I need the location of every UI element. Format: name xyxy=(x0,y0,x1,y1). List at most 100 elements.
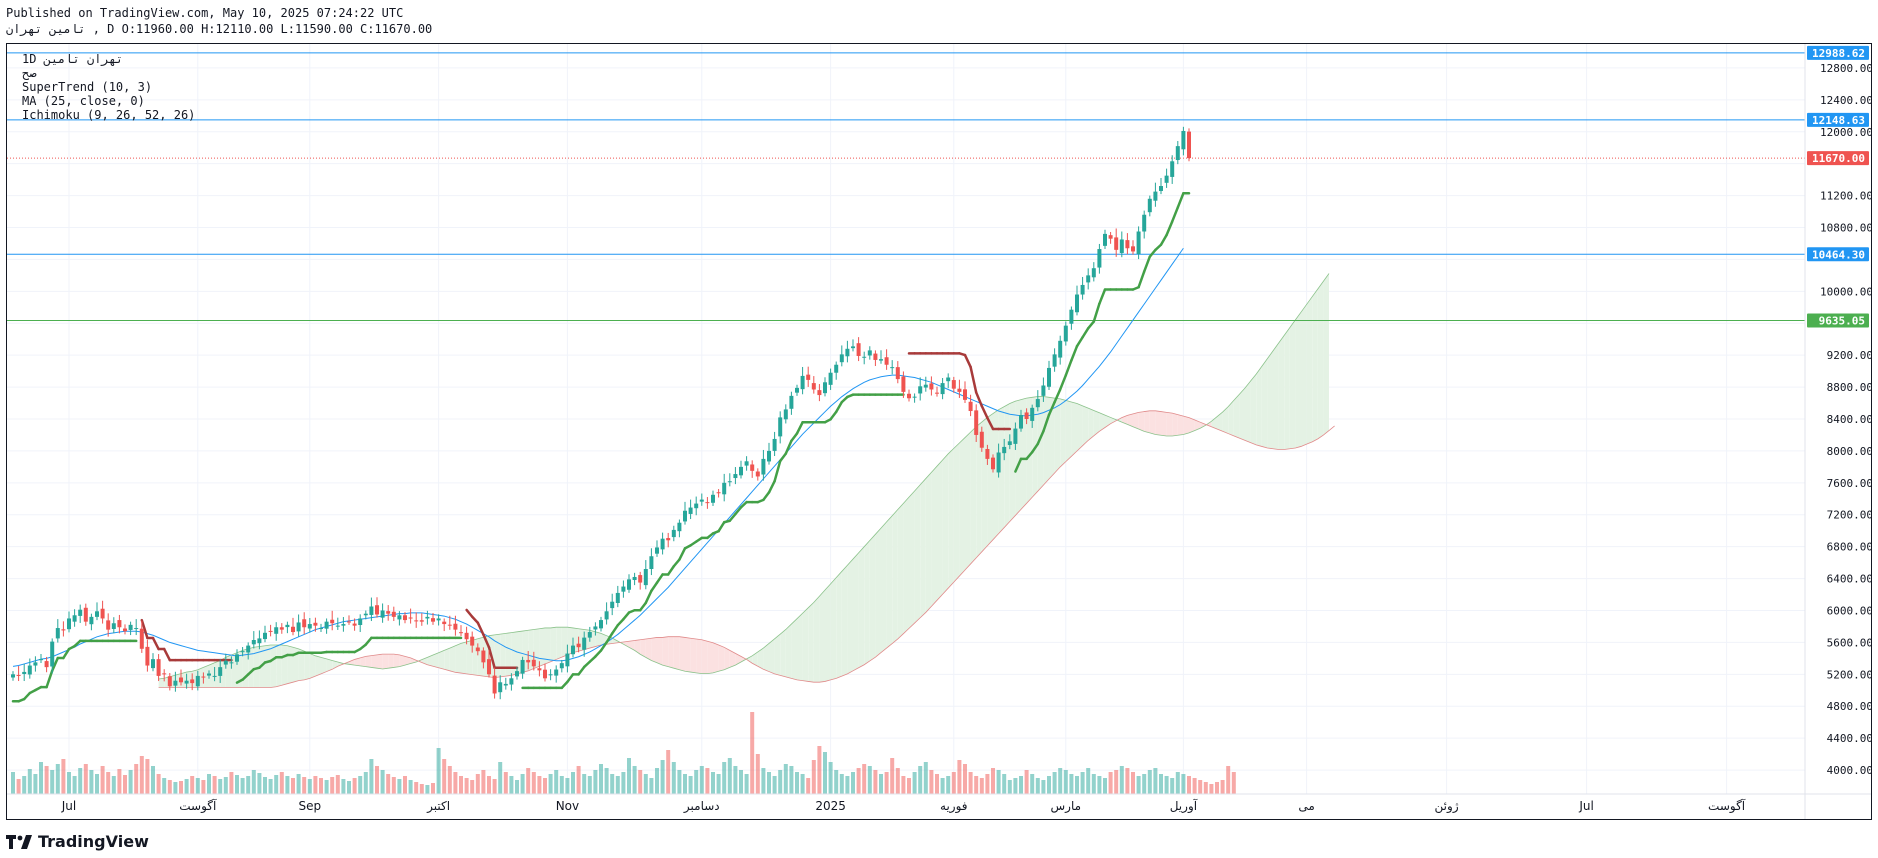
candle-body xyxy=(968,401,973,412)
cloud-segment xyxy=(304,651,310,680)
candle-body xyxy=(963,389,967,400)
volume-bar xyxy=(459,776,463,794)
cloud-segment xyxy=(948,448,954,589)
volume-bar xyxy=(1080,772,1085,794)
cloud-segment xyxy=(763,643,769,672)
cloud-segment xyxy=(1071,401,1077,457)
cloud-segment xyxy=(1110,417,1117,424)
volume-bar xyxy=(285,776,290,794)
volume-bar xyxy=(50,770,55,794)
volume-bar xyxy=(515,780,519,794)
volume-bar xyxy=(677,770,682,794)
legend-ichimoku[interactable]: Ichimoku (9, 26, 52, 26) xyxy=(22,108,196,122)
cloud-segment xyxy=(433,652,439,668)
volume-bar xyxy=(727,758,732,794)
candle-body xyxy=(946,377,951,382)
cloud-segment xyxy=(1172,413,1178,437)
volume-bar xyxy=(1203,782,1208,794)
supertrend-segment xyxy=(622,611,631,621)
volume-bar xyxy=(851,772,855,794)
candle-body xyxy=(442,621,447,625)
volume-bar xyxy=(414,782,419,794)
volume-bar xyxy=(425,785,430,794)
candle-body xyxy=(755,471,760,477)
candle-body xyxy=(957,388,962,392)
candle-body xyxy=(111,623,116,629)
volume-bar xyxy=(800,774,805,794)
cloud-segment xyxy=(550,627,557,662)
volume-bar xyxy=(1024,770,1029,794)
volume-bar xyxy=(1114,770,1119,794)
level-badge-bg xyxy=(1807,45,1869,60)
volume-bar xyxy=(761,768,766,794)
candle-body xyxy=(503,683,508,686)
candle-body xyxy=(145,646,150,666)
candle-body xyxy=(11,674,15,678)
candle-body xyxy=(806,374,811,380)
volume-bar xyxy=(111,776,116,794)
cloud-segment xyxy=(371,654,377,669)
cloud-segment xyxy=(332,660,338,670)
candle-body xyxy=(1136,231,1141,254)
volume-bar xyxy=(22,776,27,794)
candle-body xyxy=(447,624,452,626)
candle-body xyxy=(106,620,111,630)
cloud-segment xyxy=(696,638,702,674)
cloud-segment xyxy=(561,627,568,658)
candle-body xyxy=(1013,428,1018,444)
candle-body xyxy=(767,450,771,462)
volume-bar xyxy=(1103,778,1107,794)
volume-bar xyxy=(789,766,794,794)
candle-body xyxy=(1075,294,1079,313)
price-tick-label: 10000.00 xyxy=(1820,285,1871,298)
cloud-segment xyxy=(813,596,820,683)
volume-bar xyxy=(582,774,587,794)
candle-body xyxy=(1187,131,1191,159)
chart-frame[interactable]: 12800.00 12400.00 12000.00 11200.00 10800.00… xyxy=(6,43,1872,820)
supertrend-segment xyxy=(1064,359,1073,377)
cloud-segment xyxy=(1261,358,1268,448)
supertrend-segment xyxy=(1176,192,1185,209)
candle-body xyxy=(78,609,83,616)
volume-bar xyxy=(823,752,827,794)
time-tick-label: فوریه xyxy=(940,799,968,814)
volume-bar xyxy=(879,774,883,794)
volume-bar xyxy=(671,762,676,794)
volume-bar xyxy=(173,782,178,794)
cloud-segment xyxy=(685,637,691,673)
candle-body xyxy=(1181,130,1186,150)
cloud-segment xyxy=(920,478,926,618)
price-tick-label: 4400.00 xyxy=(1827,732,1871,745)
candle-body xyxy=(996,452,1001,473)
candle-body xyxy=(347,621,351,623)
time-tick-label: آگوست xyxy=(1708,798,1746,814)
volume-bar xyxy=(408,780,413,794)
volume-bar xyxy=(935,774,939,794)
candle-body xyxy=(195,675,200,687)
volume-bar xyxy=(772,776,777,794)
volume-bar xyxy=(867,766,872,794)
candle-body xyxy=(817,390,822,396)
volume-bar xyxy=(207,774,211,794)
cloud-segment xyxy=(757,648,764,670)
candle-body xyxy=(263,632,267,640)
cloud-segment xyxy=(819,590,825,683)
candle-body xyxy=(772,438,777,451)
cloud-segment xyxy=(405,656,411,666)
volume-bar xyxy=(475,774,480,794)
candle-body xyxy=(1153,191,1158,201)
cloud-segment xyxy=(1144,410,1150,433)
supertrend-segment xyxy=(62,647,71,660)
volume-bar xyxy=(929,770,934,794)
price-chart[interactable]: 12800.00 12400.00 12000.00 11200.00 10800.00… xyxy=(7,44,1871,819)
candle-body xyxy=(173,680,178,686)
cloud-segment xyxy=(634,639,641,655)
volume-bar xyxy=(1226,766,1231,794)
candle-body xyxy=(515,671,519,677)
supertrend-segment xyxy=(73,639,82,648)
candle-body xyxy=(655,547,659,554)
legend-ma[interactable]: MA (25, close, 0) xyxy=(22,94,145,108)
cloud-segment xyxy=(953,442,960,583)
volume-bar xyxy=(1086,768,1091,794)
legend-supertrend[interactable]: SuperTrend (10, 3) xyxy=(22,80,153,94)
